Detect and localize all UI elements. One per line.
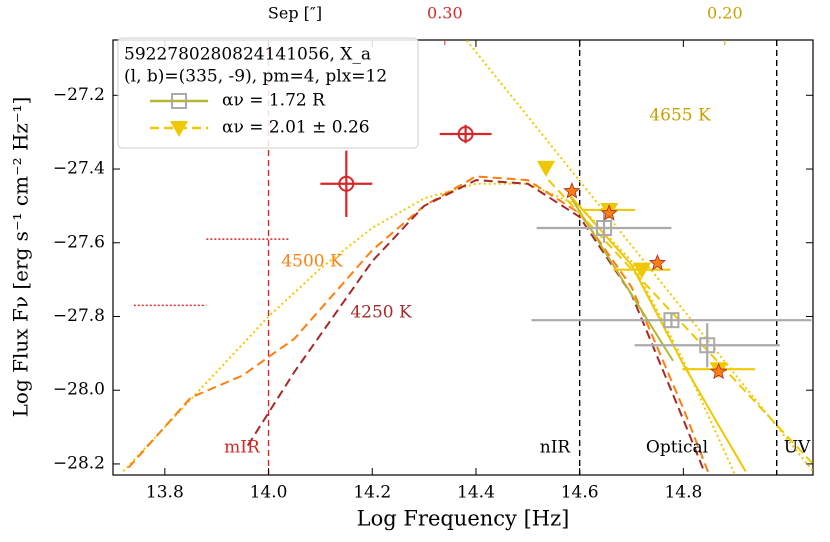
y-tick-label: −27.4 [53, 159, 105, 179]
y-tick-label: −28.0 [53, 380, 105, 400]
marker [457, 126, 474, 143]
marker [632, 262, 651, 279]
model-line [568, 194, 747, 472]
x-tick-label: 14.8 [664, 483, 702, 503]
model-line [547, 179, 813, 465]
x-tick-label: 13.8 [146, 483, 184, 503]
y-tick-label: −28.2 [53, 453, 105, 473]
legend-title: (l, b)=(335, -9), pm=4, plx=12 [124, 67, 387, 87]
annotation: 4655 K [649, 106, 711, 126]
marker [563, 182, 581, 199]
marker [699, 337, 716, 354]
legend-title: 5922780280824141056, X_a [124, 45, 371, 65]
annotation: Optical [646, 438, 708, 458]
marker [648, 253, 667, 271]
model-line [246, 179, 706, 472]
marker [536, 160, 555, 177]
x-axis-label: Log Frequency [Hz] [357, 507, 570, 531]
legend-label: αν = 2.01 ± 0.26 [222, 118, 370, 138]
marker [596, 220, 613, 237]
annotation: 4500 K [281, 252, 343, 272]
y-tick-label: −27.6 [53, 232, 105, 252]
y-axis-label: Log Flux Fν [erg s⁻¹ cm⁻² Hz⁻¹] [9, 97, 33, 418]
x-tick-label: 14.0 [250, 483, 288, 503]
marker [663, 312, 680, 329]
y-tick-label: −27.8 [53, 306, 105, 326]
y-tick-label: −27.2 [53, 85, 105, 105]
model-line [127, 175, 711, 475]
marker [170, 121, 188, 137]
model-line [122, 182, 737, 475]
legend-box [117, 37, 419, 149]
marker [600, 204, 618, 221]
top-axis-label: Sep [″] [268, 4, 322, 23]
marker [709, 362, 728, 380]
marker [171, 93, 187, 109]
annotation: mIR [224, 438, 261, 458]
model-line [568, 194, 674, 362]
plot-area [122, 40, 813, 475]
annotation: nIR [540, 438, 572, 458]
x-tick-label: 14.4 [457, 483, 495, 503]
plot-frame [112, 39, 814, 476]
marker [338, 175, 355, 192]
x-tick-label: 14.6 [561, 483, 599, 503]
legend-label: αν = 1.72 R [222, 91, 326, 111]
annotation: 4250 K [350, 303, 412, 323]
annotation: UV [784, 438, 811, 458]
legend: 5922780280824141056, X_a (l, b)=(335, -9… [117, 37, 419, 149]
top-tick-label: 0.30 [427, 4, 463, 23]
model-line [465, 40, 813, 472]
top-tick-label: 0.20 [707, 4, 743, 23]
x-tick-label: 14.2 [353, 483, 391, 503]
